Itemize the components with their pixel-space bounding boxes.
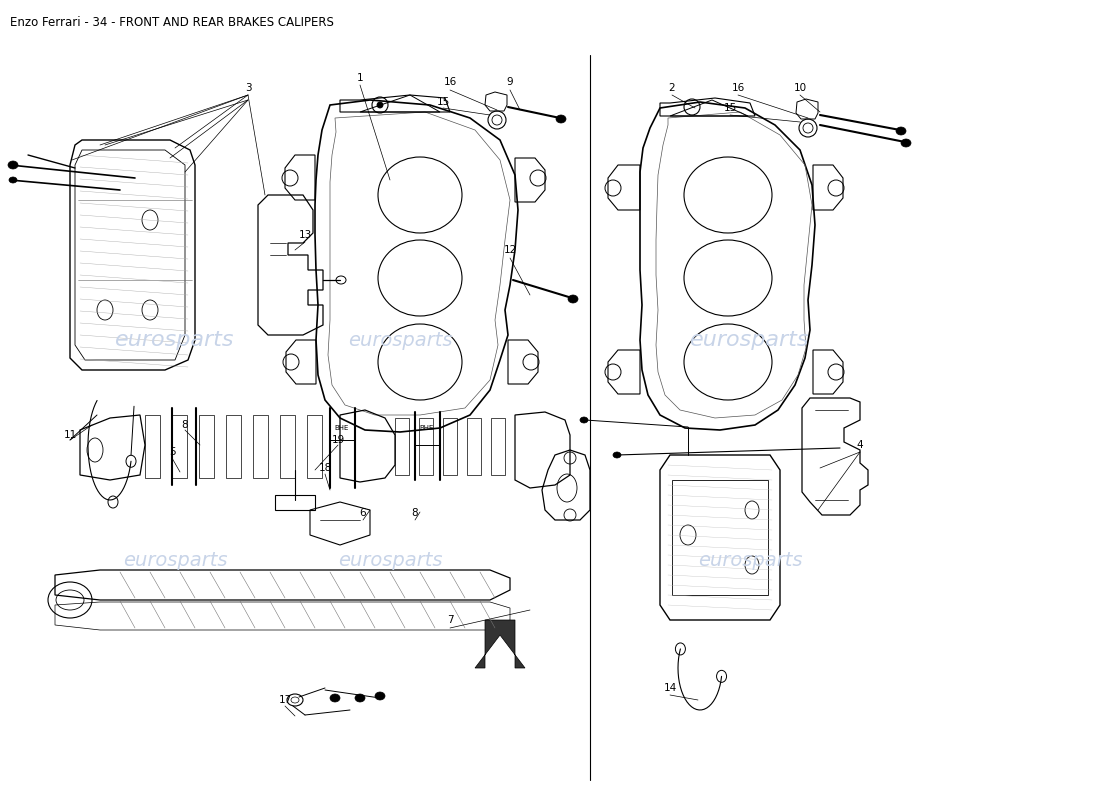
Text: 14: 14	[663, 683, 676, 693]
Ellipse shape	[896, 127, 906, 135]
Text: Enzo Ferrari - 34 - FRONT AND REAR BRAKES CALIPERS: Enzo Ferrari - 34 - FRONT AND REAR BRAKE…	[10, 15, 334, 29]
Text: eurosparts: eurosparts	[691, 330, 810, 350]
Ellipse shape	[613, 452, 621, 458]
Text: eurosparts: eurosparts	[123, 550, 228, 570]
Text: eurosparts: eurosparts	[697, 550, 802, 570]
Text: 12: 12	[504, 245, 517, 255]
Text: 7: 7	[447, 615, 453, 625]
Text: 4: 4	[857, 440, 864, 450]
Text: 17: 17	[278, 695, 292, 705]
Text: eurosparts: eurosparts	[116, 330, 234, 350]
Polygon shape	[475, 620, 525, 668]
Text: 11: 11	[64, 430, 77, 440]
Text: 15: 15	[437, 97, 450, 107]
Ellipse shape	[8, 161, 18, 169]
Ellipse shape	[355, 694, 365, 702]
Ellipse shape	[901, 139, 911, 147]
Text: 8: 8	[182, 420, 188, 430]
Text: 3: 3	[244, 83, 251, 93]
Text: 19: 19	[331, 435, 344, 445]
Text: 15: 15	[724, 103, 737, 113]
Ellipse shape	[556, 115, 566, 123]
Text: 10: 10	[793, 83, 806, 93]
Ellipse shape	[330, 694, 340, 702]
Text: 16: 16	[732, 83, 745, 93]
Text: 6: 6	[360, 508, 366, 518]
Text: 13: 13	[298, 230, 311, 240]
Text: 8: 8	[411, 508, 418, 518]
Ellipse shape	[377, 102, 383, 108]
Text: 1: 1	[356, 73, 363, 83]
Text: 16: 16	[443, 77, 456, 87]
Text: BHE: BHE	[420, 425, 434, 431]
Text: eurosparts: eurosparts	[348, 330, 452, 350]
Text: 5: 5	[168, 447, 175, 457]
Text: 9: 9	[507, 77, 514, 87]
Text: eurosparts: eurosparts	[338, 550, 442, 570]
Ellipse shape	[580, 417, 588, 423]
Text: 2: 2	[669, 83, 675, 93]
Ellipse shape	[375, 692, 385, 700]
Text: 18: 18	[318, 463, 331, 473]
Ellipse shape	[568, 295, 578, 303]
Text: BHE: BHE	[334, 425, 349, 431]
Ellipse shape	[9, 177, 16, 183]
